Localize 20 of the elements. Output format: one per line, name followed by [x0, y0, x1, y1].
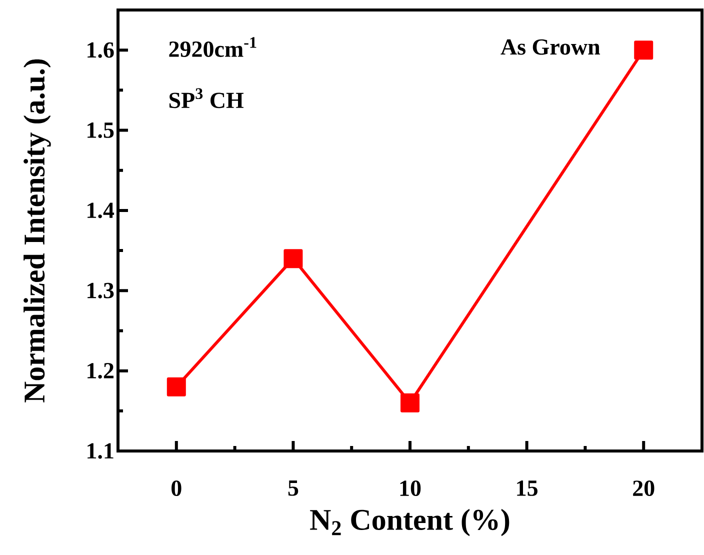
- x-tick-label: 20: [633, 480, 654, 496]
- point: [284, 249, 303, 268]
- y-axis-title: Normalized Intensity (a.u.): [24, 59, 51, 402]
- y-tick-label: 1.6: [88, 42, 114, 58]
- annotation: As Grown: [500, 39, 600, 55]
- x-axis-title: N$_{2}$ Content (%): [310, 508, 510, 536]
- annotation: SP$^{3}$ CH: [169, 88, 244, 108]
- y-tick-label: 1.4: [88, 202, 114, 218]
- x-tick-label: 15: [517, 480, 538, 496]
- annotation: 2920cm$^{-1}$: [169, 37, 256, 57]
- x-tick-label: 10: [400, 480, 421, 496]
- x-tick-label: 5: [288, 480, 298, 496]
- x-tick-label: 0: [172, 480, 182, 496]
- point: [634, 40, 654, 60]
- y-tick-label: 1.3: [88, 282, 114, 298]
- y-tick-label: 1.1: [88, 443, 114, 459]
- y-tick-label: 1.2: [88, 363, 114, 379]
- point: [166, 377, 186, 396]
- y-tick-label: 1.5: [88, 122, 114, 138]
- point: [400, 393, 420, 412]
